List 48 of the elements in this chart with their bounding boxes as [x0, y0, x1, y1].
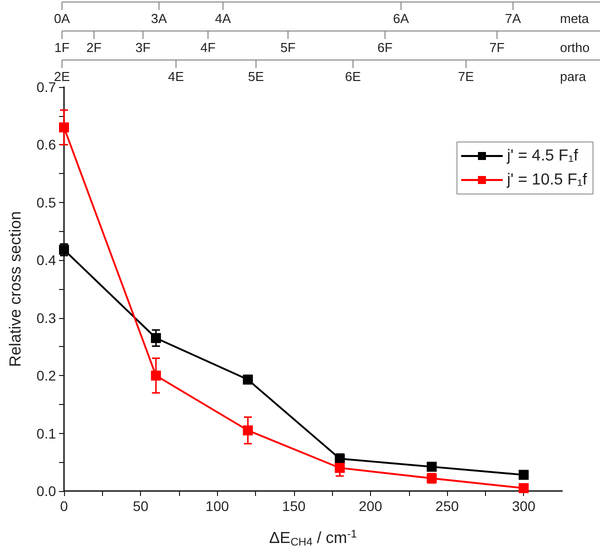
point: [242, 425, 253, 436]
text: 5F: [280, 40, 296, 55]
text: 7F: [489, 40, 505, 55]
text: ortho: [560, 40, 590, 55]
point: [59, 122, 69, 132]
text: meta: [560, 11, 590, 26]
x-tick-label: 150: [282, 498, 306, 514]
point: [150, 333, 161, 344]
text: 6E: [345, 69, 362, 84]
text: 4A: [215, 11, 232, 26]
text: 6A: [393, 11, 410, 26]
text: 3F: [135, 40, 151, 55]
text: 4E: [168, 69, 184, 84]
x-tick-label: 0: [60, 498, 68, 514]
y-axis-title: Relative cross section: [8, 211, 24, 367]
legend-label: j' = 4.5 F₁f: [506, 148, 579, 164]
text: 2E: [54, 69, 70, 84]
point: [334, 462, 345, 473]
x-tick-label: 300: [512, 498, 536, 514]
text: 7A: [505, 11, 522, 26]
text: para: [560, 69, 587, 84]
x-tick-label: 100: [206, 498, 230, 514]
x-tick-label: 200: [358, 498, 382, 514]
y-tick-label: 0.6: [36, 136, 56, 153]
legend-label: j' = 10.5 F₁f: [506, 172, 588, 188]
x-tick-label: 50: [132, 498, 149, 514]
x-tick-label: 250: [435, 498, 459, 514]
text: 2F: [86, 40, 102, 55]
point: [242, 374, 253, 385]
text: 4F: [200, 40, 216, 55]
text: 0A: [54, 11, 70, 26]
point: [334, 454, 345, 464]
text: 1F: [54, 40, 70, 55]
point: [59, 244, 69, 255]
point: [426, 462, 437, 472]
point: [518, 470, 529, 480]
text: 6F: [377, 40, 393, 55]
y-tick-label: 0.1: [36, 425, 56, 442]
point: [518, 483, 529, 494]
point: [150, 370, 161, 381]
text: 5E: [248, 69, 264, 84]
text: 3A: [151, 11, 168, 26]
y-tick-label: 0.2: [36, 368, 56, 384]
y-tick-label: 0.0: [36, 483, 56, 499]
text: 7E: [458, 69, 474, 84]
y-tick-label: 0.4: [36, 252, 56, 268]
y-tick-label: 0.3: [36, 310, 56, 326]
y-tick-label: 0.5: [36, 194, 56, 210]
